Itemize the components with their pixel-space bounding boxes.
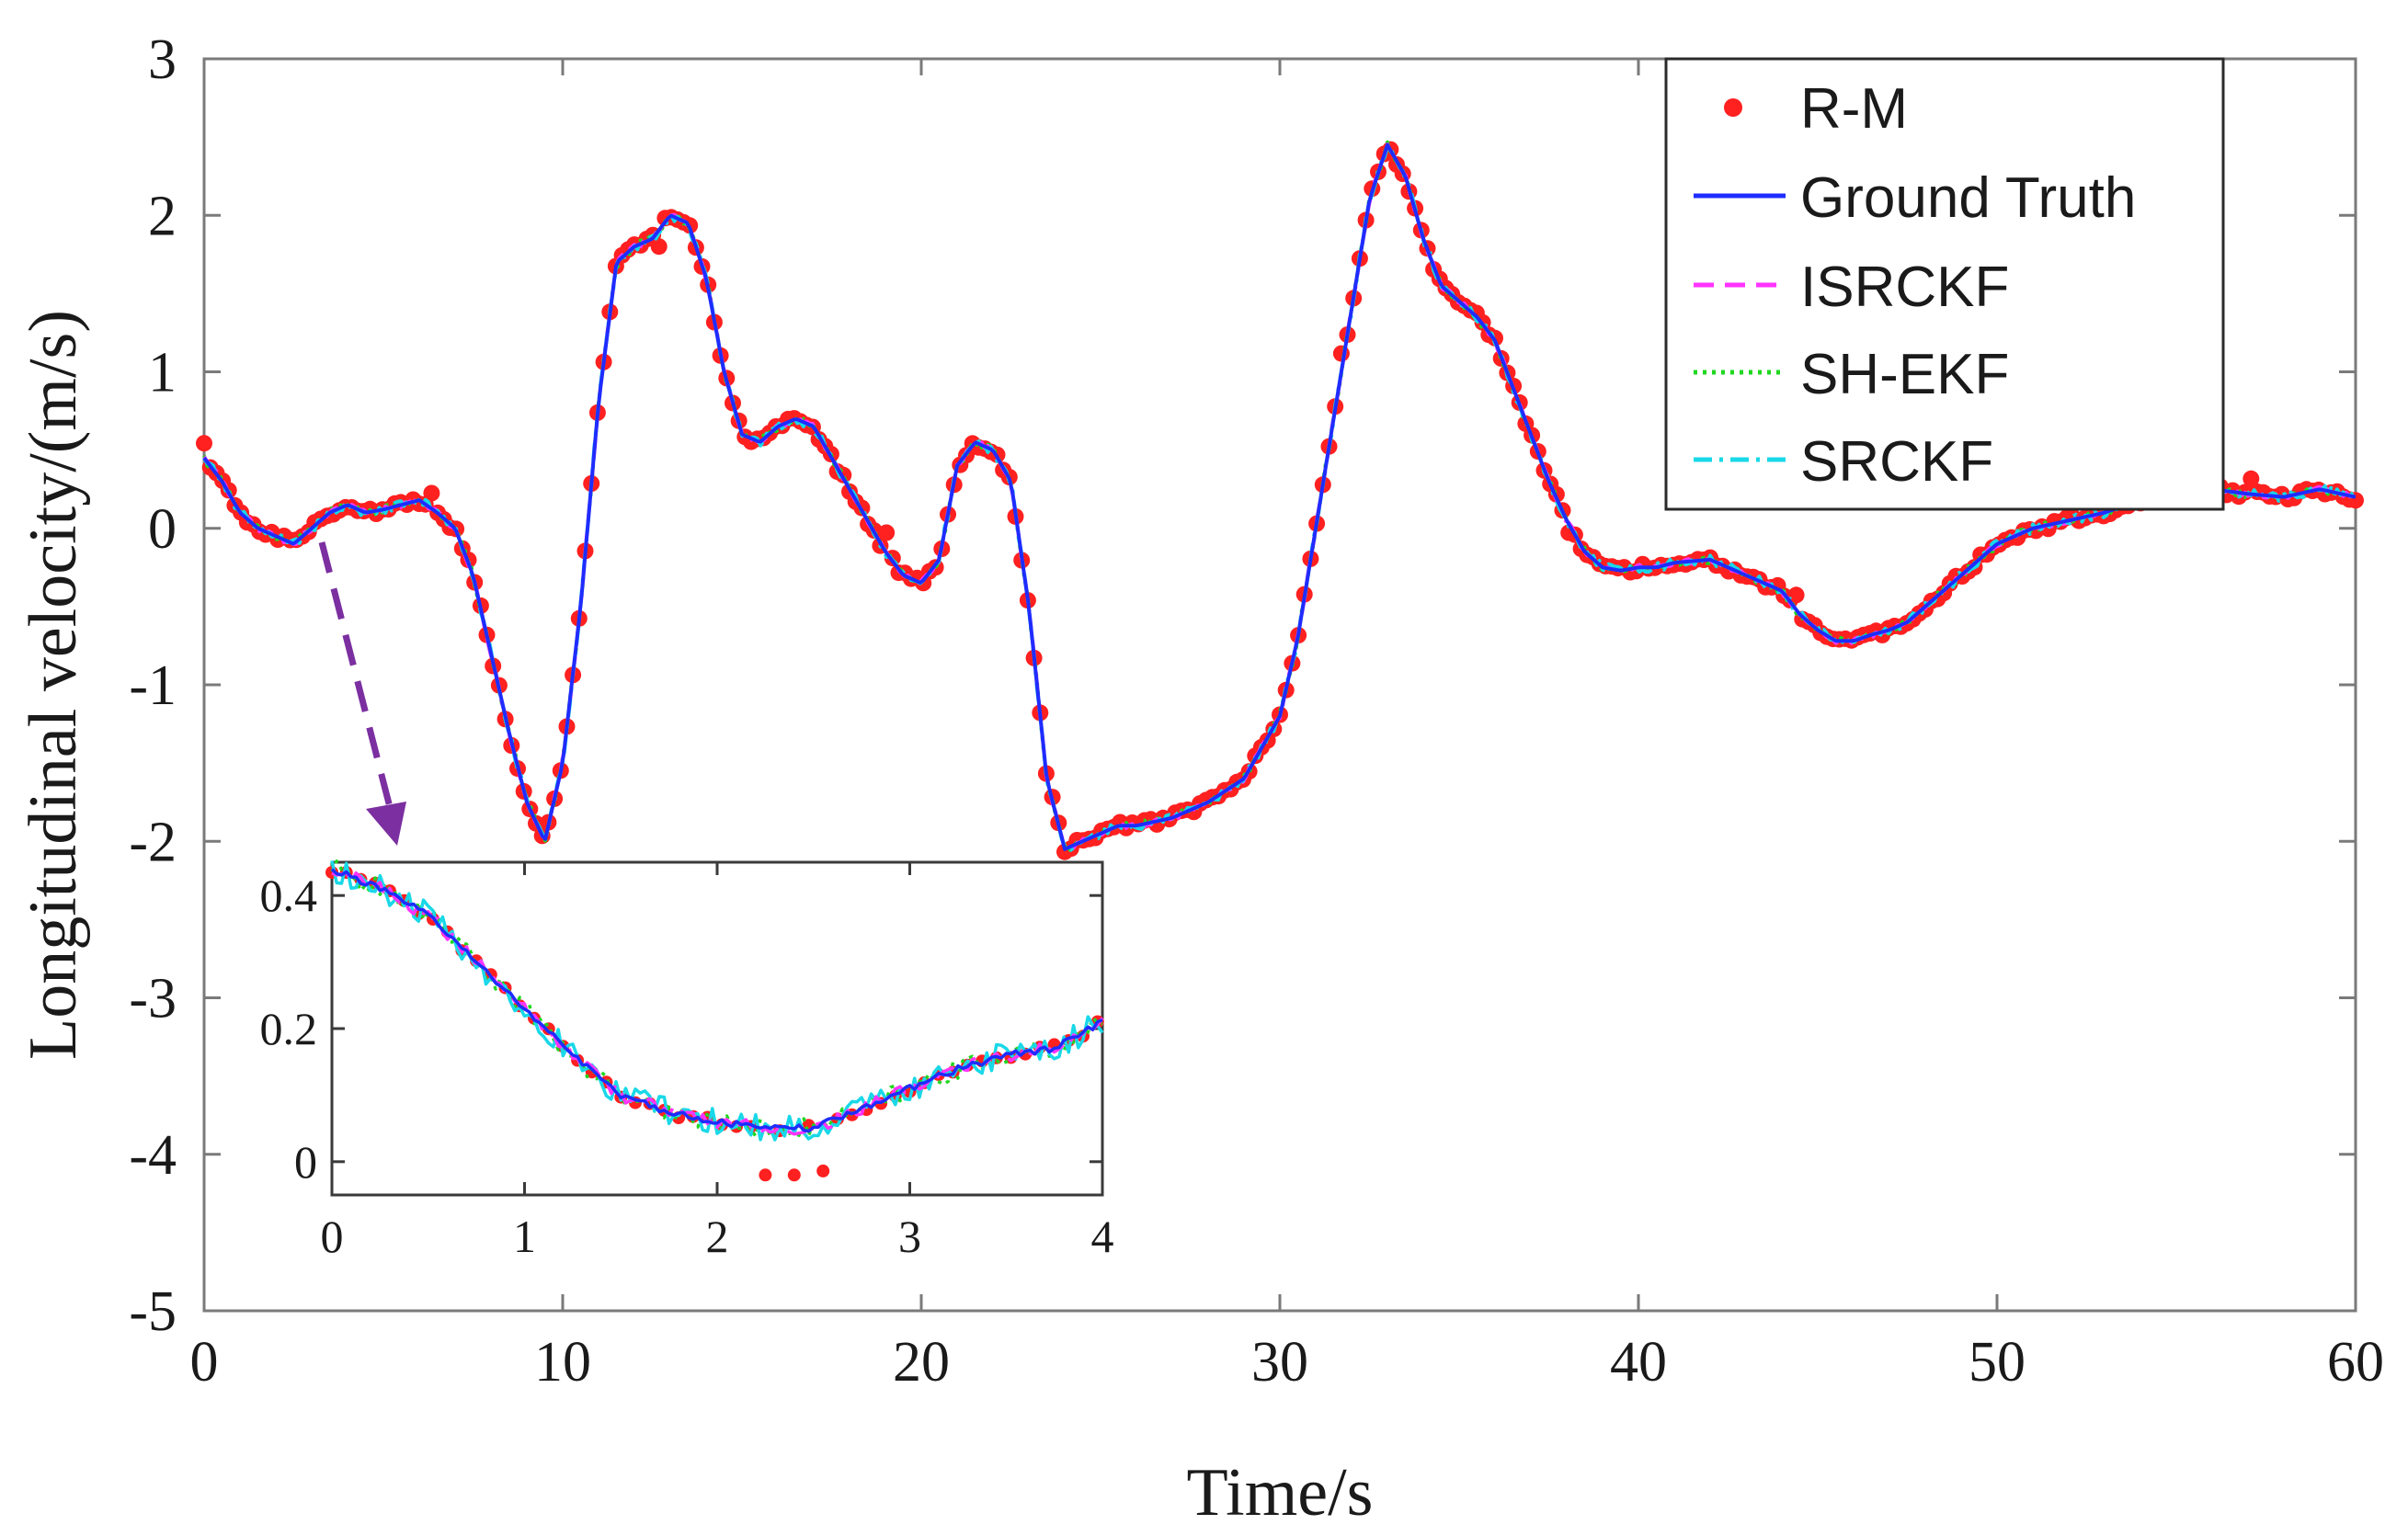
- r-m-marker: [423, 484, 440, 502]
- y-axis-title: Longitudinal velocity/(m/s): [16, 310, 91, 1060]
- inset-y-tick-label: 0.4: [260, 870, 318, 921]
- x-tick-label: 30: [1251, 1331, 1308, 1394]
- y-tick-label: 0: [148, 498, 177, 561]
- inset-r-m-marker: [787, 1168, 801, 1182]
- x-tick-label: 40: [1610, 1331, 1667, 1394]
- main-series-group: [196, 140, 2364, 860]
- inset-ground-truth-line: [330, 868, 1103, 1133]
- y-tick-label: -3: [129, 968, 177, 1030]
- r-m-marker: [2243, 470, 2260, 487]
- legend-marker-r-m: [1724, 98, 1742, 117]
- series-ground-truth-line: [202, 142, 2357, 851]
- legend-label-r-m: R-M: [1800, 77, 1908, 141]
- y-axis-ticks: 3 2 1 0 -1 -2 -3 -4 -5: [129, 28, 2356, 1343]
- y-tick-label: -5: [129, 1280, 177, 1343]
- legend-label-isrckf: ISRCKF: [1800, 256, 2009, 319]
- r-m-marker: [650, 238, 668, 256]
- inset-x-tick-label: 1: [513, 1211, 536, 1262]
- inset-x-tick-label: 0: [321, 1211, 344, 1262]
- inset-x-tick-label: 3: [898, 1211, 921, 1262]
- y-tick-label: -4: [129, 1124, 177, 1187]
- inset-y-tick-label: 0: [294, 1136, 317, 1188]
- y-tick-label: -2: [129, 811, 177, 873]
- legend-label-sh-ekf: SH-EKF: [1800, 343, 2009, 406]
- r-m-marker: [878, 524, 896, 541]
- inset-plot-frame: [330, 860, 1104, 1197]
- y-tick-label: 3: [148, 28, 177, 91]
- r-m-marker: [1787, 586, 1805, 604]
- inset-x-tick-label: 2: [706, 1211, 729, 1262]
- inset-isrckf-line: [331, 870, 1104, 1136]
- inset-r-m-marker: [759, 1168, 772, 1182]
- inset-axis-ticks: 0.4 0.2 00 1 2 3 4: [260, 862, 1114, 1262]
- inset-srckf-line: [330, 860, 1104, 1142]
- inset-r-m-marker: [816, 1164, 830, 1178]
- x-axis-title: Time/s: [1187, 1455, 1374, 1530]
- x-tick-label: 60: [2327, 1331, 2384, 1394]
- inset-x-tick-label: 4: [1091, 1211, 1114, 1262]
- legend-label-ground-truth: Ground Truth: [1800, 166, 2136, 230]
- y-tick-label: -1: [129, 654, 177, 717]
- r-m-marker: [1332, 345, 1350, 362]
- y-tick-label: 2: [148, 185, 177, 247]
- x-tick-label: 20: [893, 1331, 950, 1394]
- r-m-marker: [196, 435, 212, 452]
- inset-y-tick-label: 0.2: [260, 1003, 318, 1054]
- x-tick-label: 10: [534, 1331, 591, 1394]
- inset-series-group: [325, 859, 1104, 1182]
- y-tick-label: 1: [148, 342, 177, 404]
- x-axis-ticks: 0 10 20 30 40 50 60: [190, 59, 2384, 1394]
- legend: R-M Ground Truth ISRCKF SH-EKF SRCKF: [1664, 57, 2225, 511]
- zoom-arrow-head: [366, 802, 406, 846]
- x-tick-label: 50: [1969, 1331, 2026, 1394]
- legend-label-srckf: SRCKF: [1800, 430, 1993, 494]
- x-tick-label: 0: [190, 1331, 219, 1394]
